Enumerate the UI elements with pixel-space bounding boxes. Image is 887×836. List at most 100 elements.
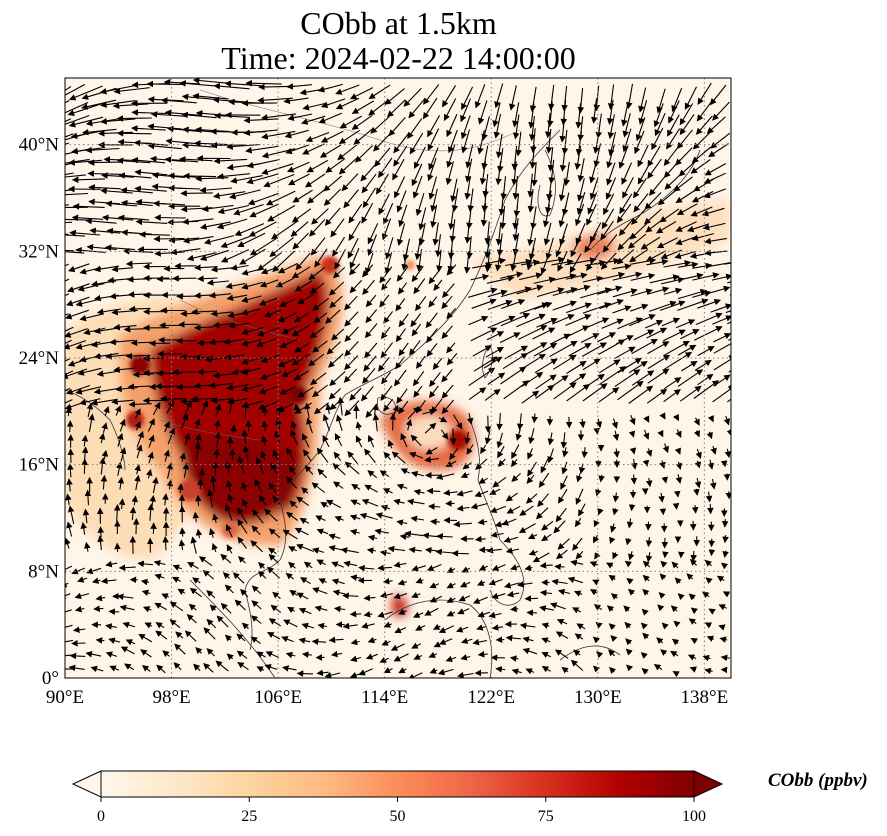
wind-arrow xyxy=(647,341,670,355)
wind-arrow xyxy=(66,420,74,433)
wind-arrow xyxy=(599,271,626,281)
colorbar-extend-low xyxy=(71,770,102,798)
wind-arrow xyxy=(412,370,425,387)
wind-arrow xyxy=(65,399,73,404)
wind-arrow xyxy=(246,158,280,169)
wind-arrow xyxy=(395,298,406,312)
wind-arrow xyxy=(552,273,577,282)
latitude-ticks: 0° 8°N 16°N 24°N 32°N 40°N xyxy=(19,135,60,689)
wind-arrow xyxy=(291,208,312,223)
wind-arrow xyxy=(501,299,526,310)
wind-arrow xyxy=(442,85,457,108)
wind-arrow xyxy=(362,368,376,384)
wind-arrow xyxy=(692,131,711,150)
wind-arrow xyxy=(692,262,713,270)
wind-arrow xyxy=(259,279,279,288)
wind-arrow xyxy=(728,354,731,357)
wind-arrow xyxy=(183,172,217,180)
wind-arrow xyxy=(663,159,681,179)
wind-arrow xyxy=(167,184,201,192)
wind-arrow xyxy=(673,490,681,498)
colorbar-tick-label: 100 xyxy=(682,808,706,825)
wind-arrow xyxy=(535,374,557,390)
wind-arrow xyxy=(640,236,661,250)
wind-arrow xyxy=(484,235,491,259)
wind-arrow xyxy=(179,80,216,87)
wind-arrow xyxy=(647,368,670,384)
wind-arrow xyxy=(678,261,699,269)
wind-arrow xyxy=(633,329,655,341)
wind-arrow xyxy=(662,551,669,559)
wind-arrow xyxy=(704,163,727,176)
wind-arrow xyxy=(377,157,393,179)
wind-arrow xyxy=(275,277,295,288)
wind-arrow xyxy=(162,507,170,521)
wind-arrow xyxy=(667,114,680,137)
coastline-borneo xyxy=(384,599,493,678)
wind-arrow xyxy=(294,280,313,292)
wind-arrow xyxy=(426,343,438,357)
wind-arrow xyxy=(647,354,671,370)
wind-arrow xyxy=(75,247,106,254)
wind-arrow xyxy=(515,131,522,157)
wind-arrow xyxy=(249,238,277,256)
wind-arrow xyxy=(597,332,617,343)
wind-arrow xyxy=(326,341,342,355)
wind-arrow xyxy=(257,327,280,337)
colorbar-tick-label: 75 xyxy=(538,808,554,825)
wind-arrow xyxy=(477,129,485,155)
wind-arrow xyxy=(331,328,345,341)
wind-arrow xyxy=(606,162,616,186)
wind-arrow xyxy=(248,221,277,237)
wind-arrow xyxy=(430,204,438,229)
wind-arrow xyxy=(727,321,731,325)
wind-arrow xyxy=(116,129,152,137)
wind-arrow xyxy=(533,301,553,310)
wind-arrow xyxy=(612,271,643,281)
wind-arrow xyxy=(354,145,373,163)
wind-arrow xyxy=(279,386,296,395)
map-title-line2: Time: 2024-02-22 14:00:00 xyxy=(221,40,576,76)
wind-arrow xyxy=(334,249,346,270)
wind-arrow xyxy=(697,82,712,105)
wind-arrow xyxy=(65,340,87,350)
wind-arrow xyxy=(310,372,327,386)
wind-arrow xyxy=(393,145,408,167)
wind-arrow xyxy=(649,274,680,284)
wind-arrow xyxy=(708,285,731,294)
wind-arrow xyxy=(305,131,330,143)
wind-arrow xyxy=(212,372,234,379)
wind-arrow xyxy=(628,504,636,512)
wind-arrow xyxy=(364,342,378,359)
wind-arrow xyxy=(581,342,608,357)
wind-arrow xyxy=(508,85,517,111)
wind-arrow xyxy=(344,355,359,371)
wind-arrow xyxy=(430,188,438,213)
wind-arrow xyxy=(310,237,326,256)
wind-arrow xyxy=(596,285,623,295)
wind-arrow xyxy=(178,494,186,509)
wind-arrow xyxy=(447,236,455,260)
wind-arrow xyxy=(711,273,731,281)
wind-arrow xyxy=(710,303,731,313)
wind-arrow xyxy=(676,129,693,150)
wind-arrow xyxy=(460,98,471,123)
wind-arrow xyxy=(495,133,503,159)
wind-arrow xyxy=(306,159,329,173)
wind-arrow xyxy=(663,260,692,268)
wind-arrow xyxy=(138,231,170,238)
wind-arrow xyxy=(93,387,119,395)
wind-arrow xyxy=(673,176,693,192)
lat-tick-label: 0° xyxy=(42,668,59,689)
wind-arrow xyxy=(410,313,421,328)
wind-arrow xyxy=(257,252,282,271)
lat-tick-label: 24°N xyxy=(19,348,60,369)
wind-arrow xyxy=(65,326,74,332)
wind-arrow xyxy=(411,323,422,337)
wind-arrow xyxy=(634,130,645,155)
wind-arrow xyxy=(180,190,213,197)
wind-arrow xyxy=(241,367,261,375)
wind-arrow xyxy=(154,250,185,257)
wind-arrow xyxy=(545,128,553,154)
